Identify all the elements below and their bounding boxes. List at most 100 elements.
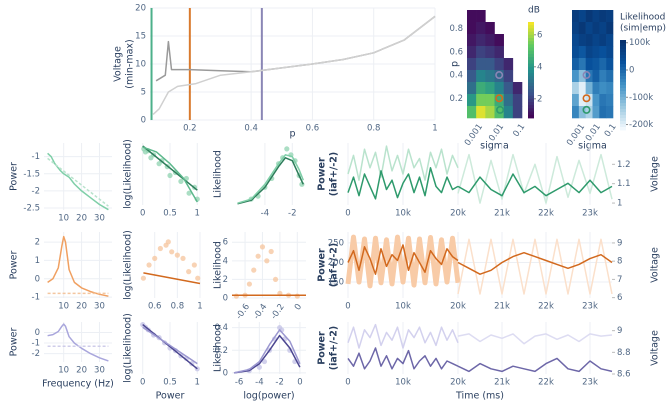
colorbar-tick-label: 2: [537, 94, 542, 104]
heatmap-cell: [592, 94, 600, 107]
colorbar-stripe: [528, 28, 534, 32]
heatmap-cell: [494, 70, 504, 83]
heatmap-cell: [585, 34, 593, 47]
series-line: [457, 251, 613, 275]
x-tick-label: 30: [94, 214, 105, 224]
heatmap-cell: [485, 94, 495, 107]
colorbar-tick-label: 6: [537, 30, 542, 40]
heatmap-cell: [606, 58, 614, 71]
colorbar-stripe: [528, 66, 534, 71]
heatmap-cell: [494, 106, 504, 119]
y-axis-label: (iaf+/-2): [329, 326, 340, 370]
heatmap-cell: [599, 34, 607, 47]
heatmap-cell: [592, 22, 600, 35]
y2-axis-label: Voltage: [650, 330, 661, 366]
colorbar-stripe: [620, 43, 626, 47]
heatmap-cell: [467, 22, 477, 35]
scatter-point: [268, 248, 274, 255]
x-tick-label: -2: [275, 378, 283, 388]
scatter-point: [255, 253, 261, 259]
heatmap-cell: [485, 106, 495, 119]
x-tick-label: 0.1: [511, 122, 527, 139]
y-axis-label: Voltage: [113, 46, 124, 82]
y2-tick-label: 9: [617, 326, 622, 336]
x-tick-label: 1: [195, 209, 200, 219]
colorbar-stripe: [620, 49, 626, 53]
series-line: [457, 238, 613, 295]
y-tick-label: -2: [32, 349, 40, 359]
colorbar-stripe: [620, 109, 626, 113]
y2-tick-label: 8.6: [617, 370, 631, 380]
x-tick-label: 20: [76, 302, 87, 312]
colorbar-stripe: [528, 105, 534, 109]
heatmap-cell: [572, 10, 580, 23]
colorbar-stripe: [528, 114, 534, 119]
y-axis-label: Likelihood: [213, 150, 224, 198]
heatmap-cell: [467, 70, 477, 83]
heatmap-cell: [572, 34, 580, 47]
colorbar-stripe: [620, 67, 626, 71]
heatmap-cell: [599, 22, 607, 35]
colorbar-tick-label: 0: [629, 66, 634, 76]
heatmap-cell: [578, 46, 586, 59]
scatter-point: [272, 276, 279, 283]
colorbar-stripe: [528, 31, 534, 36]
colorbar-stripe: [620, 73, 626, 77]
scatter-point: [251, 267, 257, 273]
colorbar-stripe: [620, 115, 626, 119]
y-axis-label: Likelihood: [213, 241, 224, 289]
series-line: [457, 333, 613, 345]
heatmap-cell: [606, 46, 614, 59]
colorbar-stripe: [620, 61, 626, 65]
y-tick-label: -1: [32, 152, 40, 162]
heatmap-cell: [572, 70, 580, 83]
y-axis-label: Power: [317, 157, 328, 191]
heatmap-cell: [585, 58, 593, 71]
y-tick-label: -1.5: [23, 169, 40, 179]
y-tick-label: 0.2: [449, 94, 463, 104]
x-tick-label: -0.2: [269, 302, 287, 321]
series-line: [142, 145, 198, 191]
scatter-point: [191, 262, 197, 268]
y-axis-label: Power: [9, 162, 20, 191]
scatter-point: [284, 146, 290, 152]
y-tick-label: 15: [135, 32, 146, 42]
x-tick-label: 30: [94, 366, 105, 376]
heatmap-cell: [467, 106, 477, 119]
heatmap-cell: [599, 106, 607, 119]
y-axis-label: Power: [317, 331, 328, 365]
series-line: [142, 146, 198, 203]
series-line: [47, 152, 109, 211]
heatmap-cell: [578, 82, 586, 95]
heatmap-cell: [606, 22, 614, 35]
heatmap-cell: [592, 58, 600, 71]
y-tick-label: 2: [223, 275, 228, 285]
series-line: [47, 157, 109, 207]
y-tick-label: 150: [328, 277, 344, 287]
y-axis-label: Power: [9, 328, 20, 357]
x-tick-label: 0.6: [306, 124, 320, 134]
x-tick-label: -0.4: [252, 302, 270, 321]
scatter-point: [157, 245, 163, 252]
x-tick-label: 0.5: [163, 378, 177, 388]
y-axis-label: Power: [317, 248, 328, 282]
scatter-point: [246, 281, 253, 287]
heatmap-cell: [476, 46, 486, 59]
y-axis-label: (min-max): [125, 39, 136, 88]
x-tick-label: 10k: [395, 302, 411, 312]
heatmap-cell: [485, 22, 495, 35]
scatter-point: [152, 255, 158, 261]
y-tick-label: 250: [328, 238, 344, 248]
scatter-point: [259, 244, 266, 250]
x-axis-label: p: [289, 129, 295, 140]
colorbar-stripe: [620, 91, 626, 95]
colorbar-stripe: [528, 73, 534, 77]
colorbar-stripe: [528, 70, 534, 74]
heatmap-cell: [485, 34, 495, 47]
colorbar-stripe: [620, 127, 626, 131]
y-axis-label: (iaf+/-2): [329, 243, 340, 287]
heatmap-cell: [485, 58, 495, 71]
x-tick-label: 21k: [494, 302, 510, 312]
series-line: [142, 326, 198, 365]
series-line: [457, 173, 613, 197]
